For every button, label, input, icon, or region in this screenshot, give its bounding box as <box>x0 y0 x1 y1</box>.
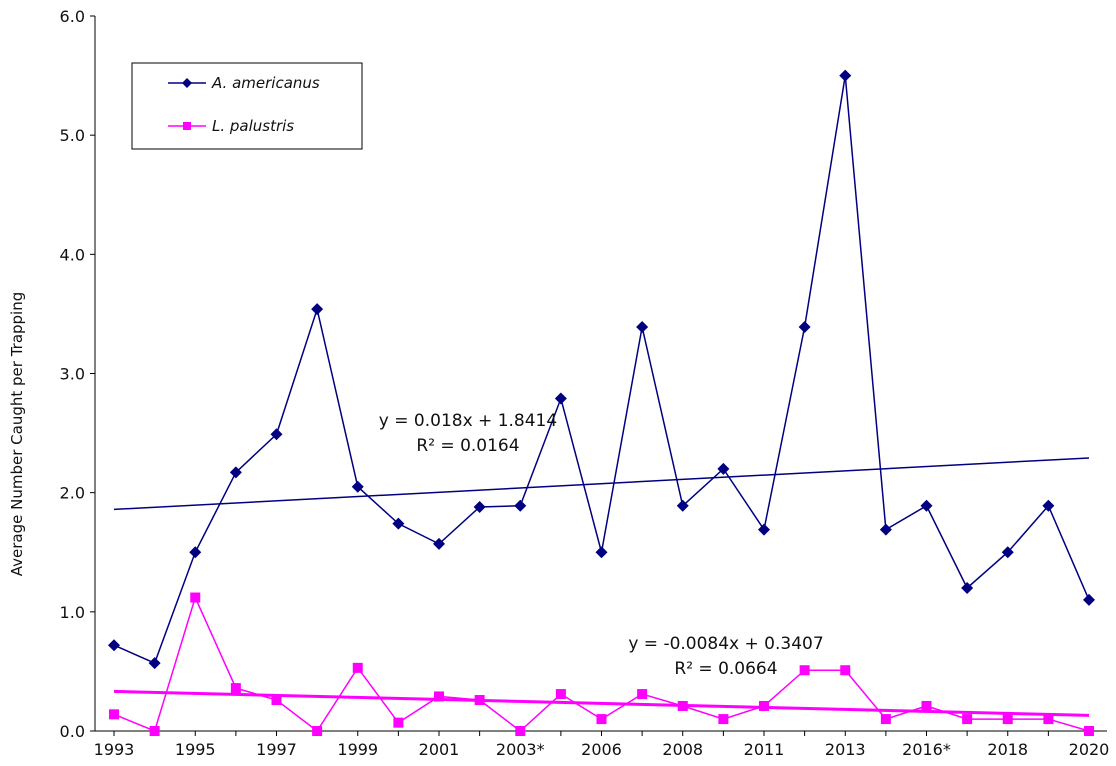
data-point-palustris <box>921 700 932 711</box>
data-point-palustris <box>352 662 363 673</box>
x-tick-label: 1999 <box>337 740 378 759</box>
x-tick-label: 2003* <box>496 740 545 759</box>
data-point-palustris <box>230 683 241 694</box>
data-point-palustris <box>718 714 729 725</box>
data-point-americanus <box>270 428 283 441</box>
data-point-palustris <box>759 700 769 711</box>
legend-item-palustris: L. palustris <box>168 117 294 135</box>
data-point-palustris <box>1043 714 1054 725</box>
y-tick-label: 0.0 <box>60 722 85 741</box>
x-axis-ticks: 1993 1995 1997 1999 2001 2003* 2006 2008 2011 201… <box>94 731 1110 759</box>
data-point-palustris <box>637 689 648 700</box>
trend-r2-palustris: R² = 0.0664 <box>674 659 777 679</box>
data-point-palustris <box>109 709 119 720</box>
legend-marker-americanus <box>182 78 192 88</box>
data-point-palustris <box>555 689 566 700</box>
data-point-palustris <box>840 665 851 676</box>
legend-marker-palustris <box>183 122 191 130</box>
data-point-palustris <box>1084 726 1094 736</box>
x-tick-label: 2008 <box>662 740 703 759</box>
data-point-americanus <box>229 466 242 479</box>
data-point-americanus <box>433 537 445 550</box>
x-tick-label: 2011 <box>744 740 785 759</box>
data-point-americanus <box>554 392 567 405</box>
data-point-americanus <box>108 639 120 652</box>
data-point-palustris <box>677 700 688 711</box>
x-tick-label: 1995 <box>175 740 216 759</box>
y-axis-title: Average Number Caught per Trapping <box>8 292 26 576</box>
series-layer <box>108 69 1095 736</box>
x-tick-label: 2013 <box>825 740 866 759</box>
y-tick-label: 1.0 <box>60 603 85 622</box>
data-point-americanus <box>1001 546 1014 559</box>
data-point-americanus <box>148 657 161 670</box>
x-tick-label: 2001 <box>419 740 460 759</box>
legend-item-americanus: A. americanus <box>168 74 320 92</box>
trendlines <box>113 457 1090 717</box>
data-point-palustris <box>271 695 282 706</box>
data-point-americanus <box>879 523 892 536</box>
data-point-americanus <box>798 321 811 334</box>
x-tick-label: 2006 <box>581 740 622 759</box>
data-point-palustris <box>190 592 201 603</box>
data-point-americanus <box>351 480 364 493</box>
data-point-americanus <box>676 499 689 512</box>
data-point-americanus <box>1083 593 1095 606</box>
x-tick-label: 2020 <box>1069 740 1110 759</box>
legend-label-americanus: A. americanus <box>211 74 320 92</box>
legend-label-palustris: L. palustris <box>212 117 294 135</box>
data-point-americanus <box>189 546 202 559</box>
data-point-palustris <box>474 695 485 706</box>
y-tick-label: 4.0 <box>60 245 85 264</box>
data-point-palustris <box>880 714 891 725</box>
x-tick-label: 1997 <box>256 740 297 759</box>
trend-equation-americanus: y = 0.018x + 1.8414 <box>379 411 557 431</box>
y-tick-label: 3.0 <box>60 365 85 384</box>
data-point-americanus <box>1042 499 1055 512</box>
data-point-palustris <box>149 726 160 736</box>
y-axis-ticks: 0.0 1.0 2.0 3.0 4.0 5.0 6.0 <box>60 7 95 741</box>
data-point-americanus <box>595 546 608 559</box>
data-point-americanus <box>311 303 324 316</box>
data-point-palustris <box>596 714 607 725</box>
data-point-americanus <box>961 582 974 594</box>
y-tick-label: 2.0 <box>60 484 85 503</box>
series-line-palustris <box>113 595 1090 733</box>
x-tick-label: 2016* <box>902 740 951 759</box>
trendline-equations: y = 0.018x + 1.8414 R² = 0.0164 y = -0.0… <box>379 411 824 679</box>
data-point-americanus <box>839 69 852 82</box>
data-point-palustris <box>393 717 404 728</box>
data-point-palustris <box>799 665 810 676</box>
data-point-americanus <box>758 523 770 536</box>
data-point-americanus <box>717 462 730 475</box>
data-point-americanus <box>514 499 527 512</box>
y-tick-label: 6.0 <box>60 7 85 26</box>
data-point-palustris <box>312 726 323 736</box>
data-point-palustris <box>962 714 973 725</box>
data-point-americanus <box>392 517 405 530</box>
trendline-americanus <box>113 457 1090 511</box>
x-tick-label: 1993 <box>94 740 135 759</box>
series-line-americanus <box>113 75 1090 665</box>
x-tick-label: 2018 <box>987 740 1028 759</box>
data-point-americanus <box>920 499 933 512</box>
trend-r2-americanus: R² = 0.0164 <box>416 436 519 456</box>
data-point-palustris <box>434 691 444 702</box>
legend-box <box>131 62 363 150</box>
trend-equation-palustris: y = -0.0084x + 0.3407 <box>628 634 823 654</box>
data-point-palustris <box>1002 714 1013 725</box>
data-point-americanus <box>636 321 649 334</box>
y-tick-label: 5.0 <box>60 126 85 145</box>
data-point-americanus <box>473 500 486 513</box>
data-point-palustris <box>515 726 526 736</box>
legend: A. americanus L. palustris <box>131 62 363 150</box>
